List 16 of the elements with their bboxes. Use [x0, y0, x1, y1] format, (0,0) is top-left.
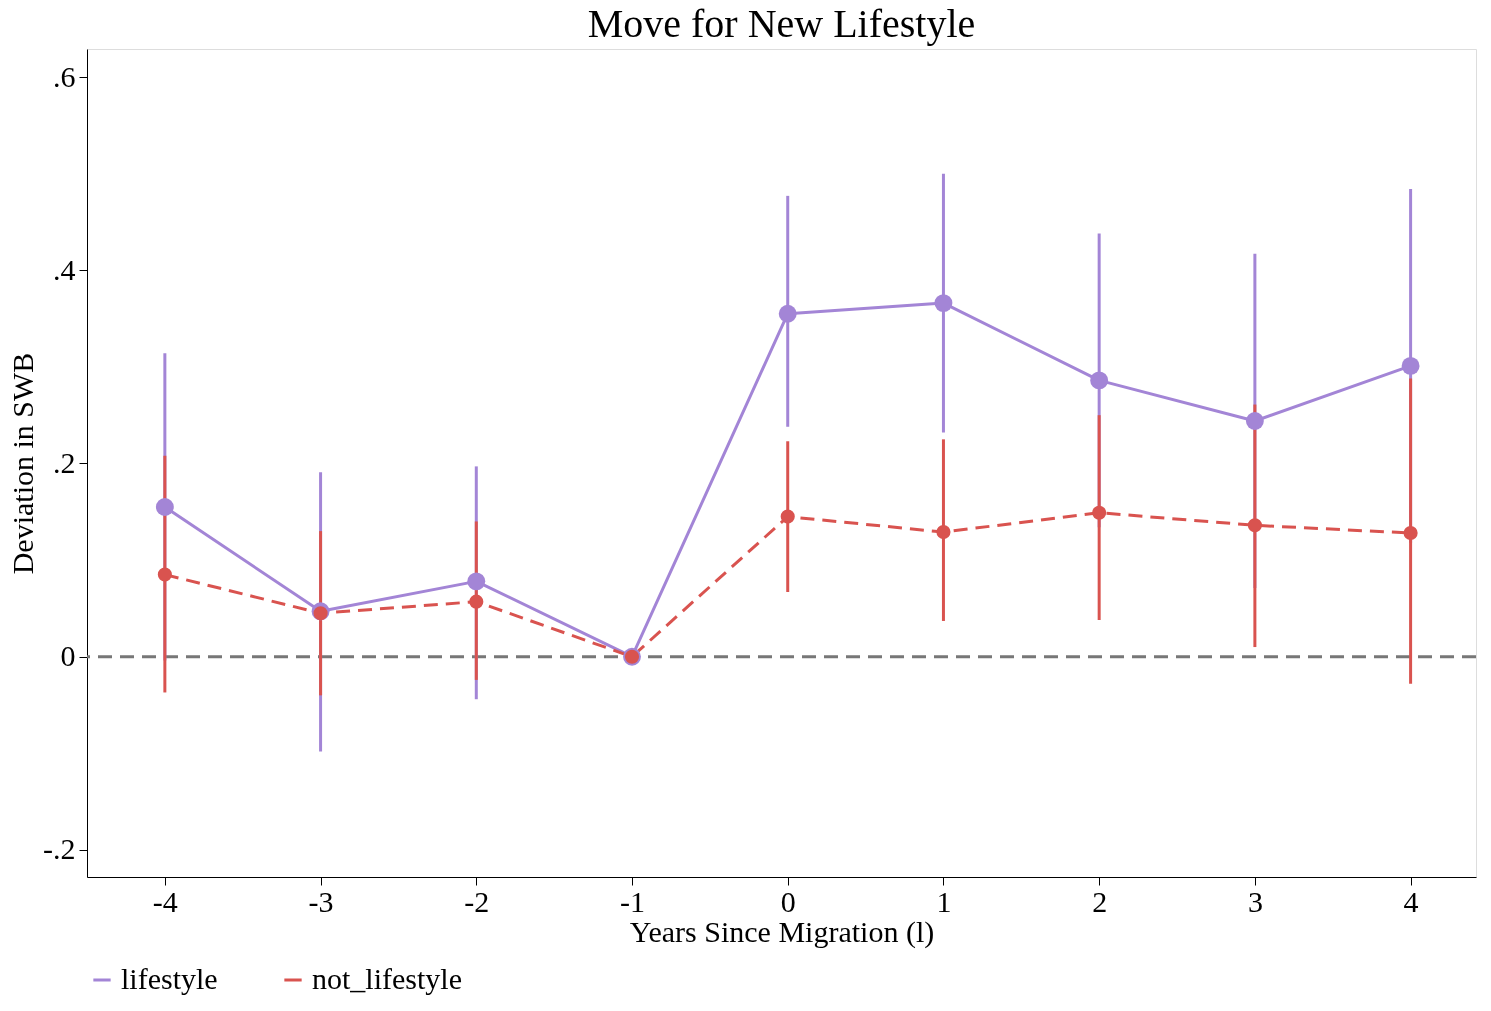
x-tick-label: -3: [308, 884, 334, 918]
y-axis-title: Deviation in SWB: [6, 352, 40, 575]
y-tick-label: 0: [60, 639, 76, 673]
x-tick-label: 3: [1247, 884, 1263, 918]
legend-label: not_lifestyle: [312, 962, 462, 995]
chart-title: Move for New Lifestyle: [587, 1, 976, 46]
y-tick-label: .2: [53, 445, 76, 479]
x-tick-label: -4: [152, 884, 178, 918]
y-tick-label: .6: [53, 59, 76, 93]
y-tick-label: .4: [53, 252, 76, 286]
x-tick-label: 1: [936, 884, 952, 918]
x-tick-label: 4: [1403, 884, 1419, 918]
y-tick-label: -.2: [43, 832, 76, 866]
x-tick-label: 2: [1092, 884, 1108, 918]
x-tick-label: -2: [464, 884, 490, 918]
legend-label: lifestyle: [121, 962, 218, 995]
